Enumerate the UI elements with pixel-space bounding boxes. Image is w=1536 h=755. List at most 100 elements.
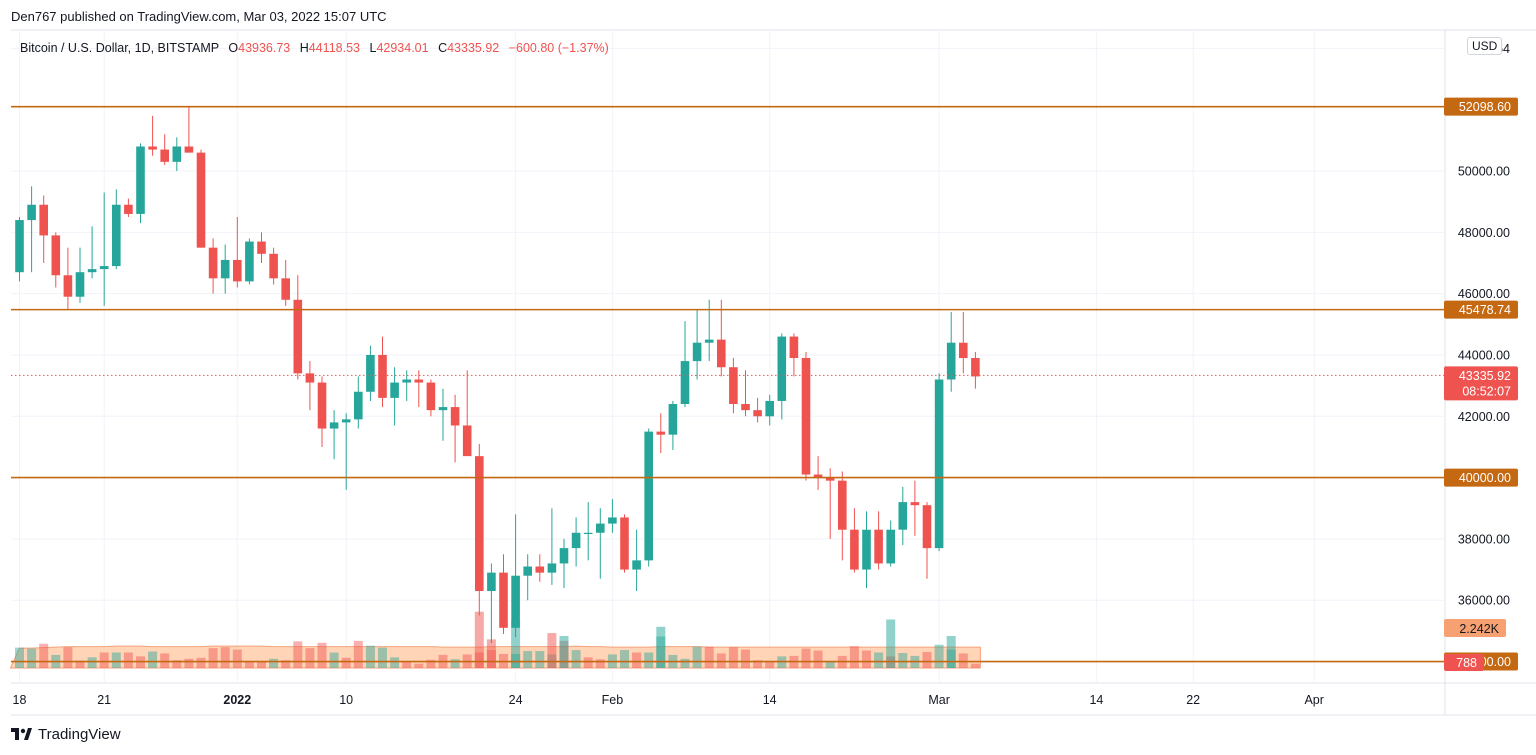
high-label: H [299, 41, 309, 55]
price-axis[interactable]: 36000.00 38000.00 42000.00 44000.00 46000.00… [1444, 42, 1518, 672]
candle-body [450, 407, 460, 426]
volume-bar [583, 657, 593, 668]
tradingview-brand: TradingView [38, 726, 121, 743]
candle-body [644, 431, 653, 561]
volume-bar [317, 642, 327, 668]
x-tick-label: 22 [1186, 693, 1200, 707]
candle-body [801, 358, 811, 475]
x-tick-label: 21 [97, 693, 111, 707]
high-value: 44118.53 [308, 41, 360, 55]
candle-body [390, 382, 399, 398]
candle-body [499, 572, 508, 628]
volume-bar-overlay [474, 611, 484, 668]
volume-bar [293, 641, 303, 668]
volume-bar [75, 660, 85, 668]
candle-body [753, 410, 762, 417]
volume-last-tag [1444, 654, 1484, 671]
y-tick-label: 50000.00 [1458, 165, 1510, 179]
candle-body [620, 517, 629, 570]
volume-bar [426, 659, 436, 668]
candle-body [523, 566, 532, 576]
volume-bar [862, 650, 871, 668]
volume-bar [728, 647, 738, 668]
candle-body [850, 529, 859, 570]
volume-bar [15, 647, 24, 668]
candle-body [245, 241, 254, 282]
candle-body [257, 241, 266, 254]
close-value: 43335.92 [447, 41, 500, 55]
candle-body [414, 379, 424, 383]
last-price-label: 43335.92 [1459, 369, 1511, 383]
level-price-label: 40000.00 [1459, 471, 1511, 485]
volume-bar [365, 645, 375, 668]
candle-body [354, 391, 363, 420]
volume-ma-tag [1444, 619, 1506, 637]
level-price-label: 45478.74 [1459, 303, 1511, 317]
x-tick-label: Mar [928, 693, 950, 707]
x-tick-label: 14 [763, 693, 777, 707]
candle-body [208, 247, 218, 279]
y-tick-label: 42000.00 [1458, 410, 1510, 424]
volume-bar [257, 661, 266, 668]
volume-bar-overlay [511, 620, 521, 668]
y-tick-label: 36000.00 [1458, 594, 1510, 608]
volume-bar-overlay [946, 635, 956, 668]
volume-last-label: 788 [1456, 656, 1477, 670]
change-value: −600.80 (−1.37%) [508, 41, 609, 55]
volume-bar [922, 651, 932, 668]
currency-button[interactable]: USD [1467, 37, 1503, 55]
candle-body [596, 523, 605, 533]
last-price-tag [1444, 366, 1518, 401]
level-price-tag [1444, 300, 1518, 319]
volume-bar [172, 660, 182, 668]
volume-bar-overlay [486, 639, 496, 668]
candle-body [777, 336, 787, 401]
volume-bar [305, 648, 315, 668]
volume-bar [450, 659, 460, 668]
horizontal-levels[interactable] [11, 105, 1445, 663]
candle-body [680, 361, 690, 405]
volume-bar [353, 640, 363, 668]
volume-bar [813, 650, 823, 668]
candlesticks [15, 106, 980, 644]
symbol-legend: Bitcoin / U.S. Dollar, 1D, BITSTAMP O439… [20, 41, 609, 55]
volume-bar [341, 657, 351, 668]
volume-bar [898, 652, 908, 668]
tradingview-footer[interactable]: TradingView [11, 726, 121, 743]
volume-bar [934, 644, 944, 668]
volume-bar [244, 661, 254, 668]
candle-body [789, 336, 799, 359]
candle-body [910, 502, 920, 506]
time-axis[interactable]: 18 21 2022 10 24 Feb 14 Mar 14 22 Apr [13, 693, 1324, 707]
candle-body [87, 269, 97, 273]
x-tick-label: 2022 [223, 693, 251, 707]
volume-bar [716, 653, 726, 668]
volume-bar [63, 647, 73, 668]
candle-body [535, 566, 545, 573]
candle-body [329, 422, 339, 429]
volume-bar [571, 650, 581, 668]
volume-bar [111, 652, 121, 668]
candle-body [886, 529, 895, 564]
volume-bar [704, 646, 714, 668]
publisher-header: Den767 published on TradingView.com, Mar… [11, 9, 387, 24]
candle-body [813, 474, 823, 478]
candle-body [934, 379, 944, 549]
volume-bar [27, 648, 37, 668]
candle-body [838, 480, 847, 530]
candle-body [547, 563, 557, 573]
x-tick-label: Feb [602, 693, 624, 707]
x-tick-label: 18 [13, 693, 27, 707]
candle-body [704, 339, 714, 343]
volume-bar [753, 660, 763, 668]
bar-countdown-label: 08:52:07 [1462, 384, 1511, 398]
candle-body [160, 149, 169, 162]
candle-body [75, 272, 85, 297]
volume-bar [825, 661, 835, 668]
candle-body [475, 456, 484, 592]
candle-body [438, 407, 448, 411]
volume-bar [632, 652, 642, 668]
candle-body [341, 419, 351, 423]
level-price-label: 52098.60 [1459, 100, 1511, 114]
